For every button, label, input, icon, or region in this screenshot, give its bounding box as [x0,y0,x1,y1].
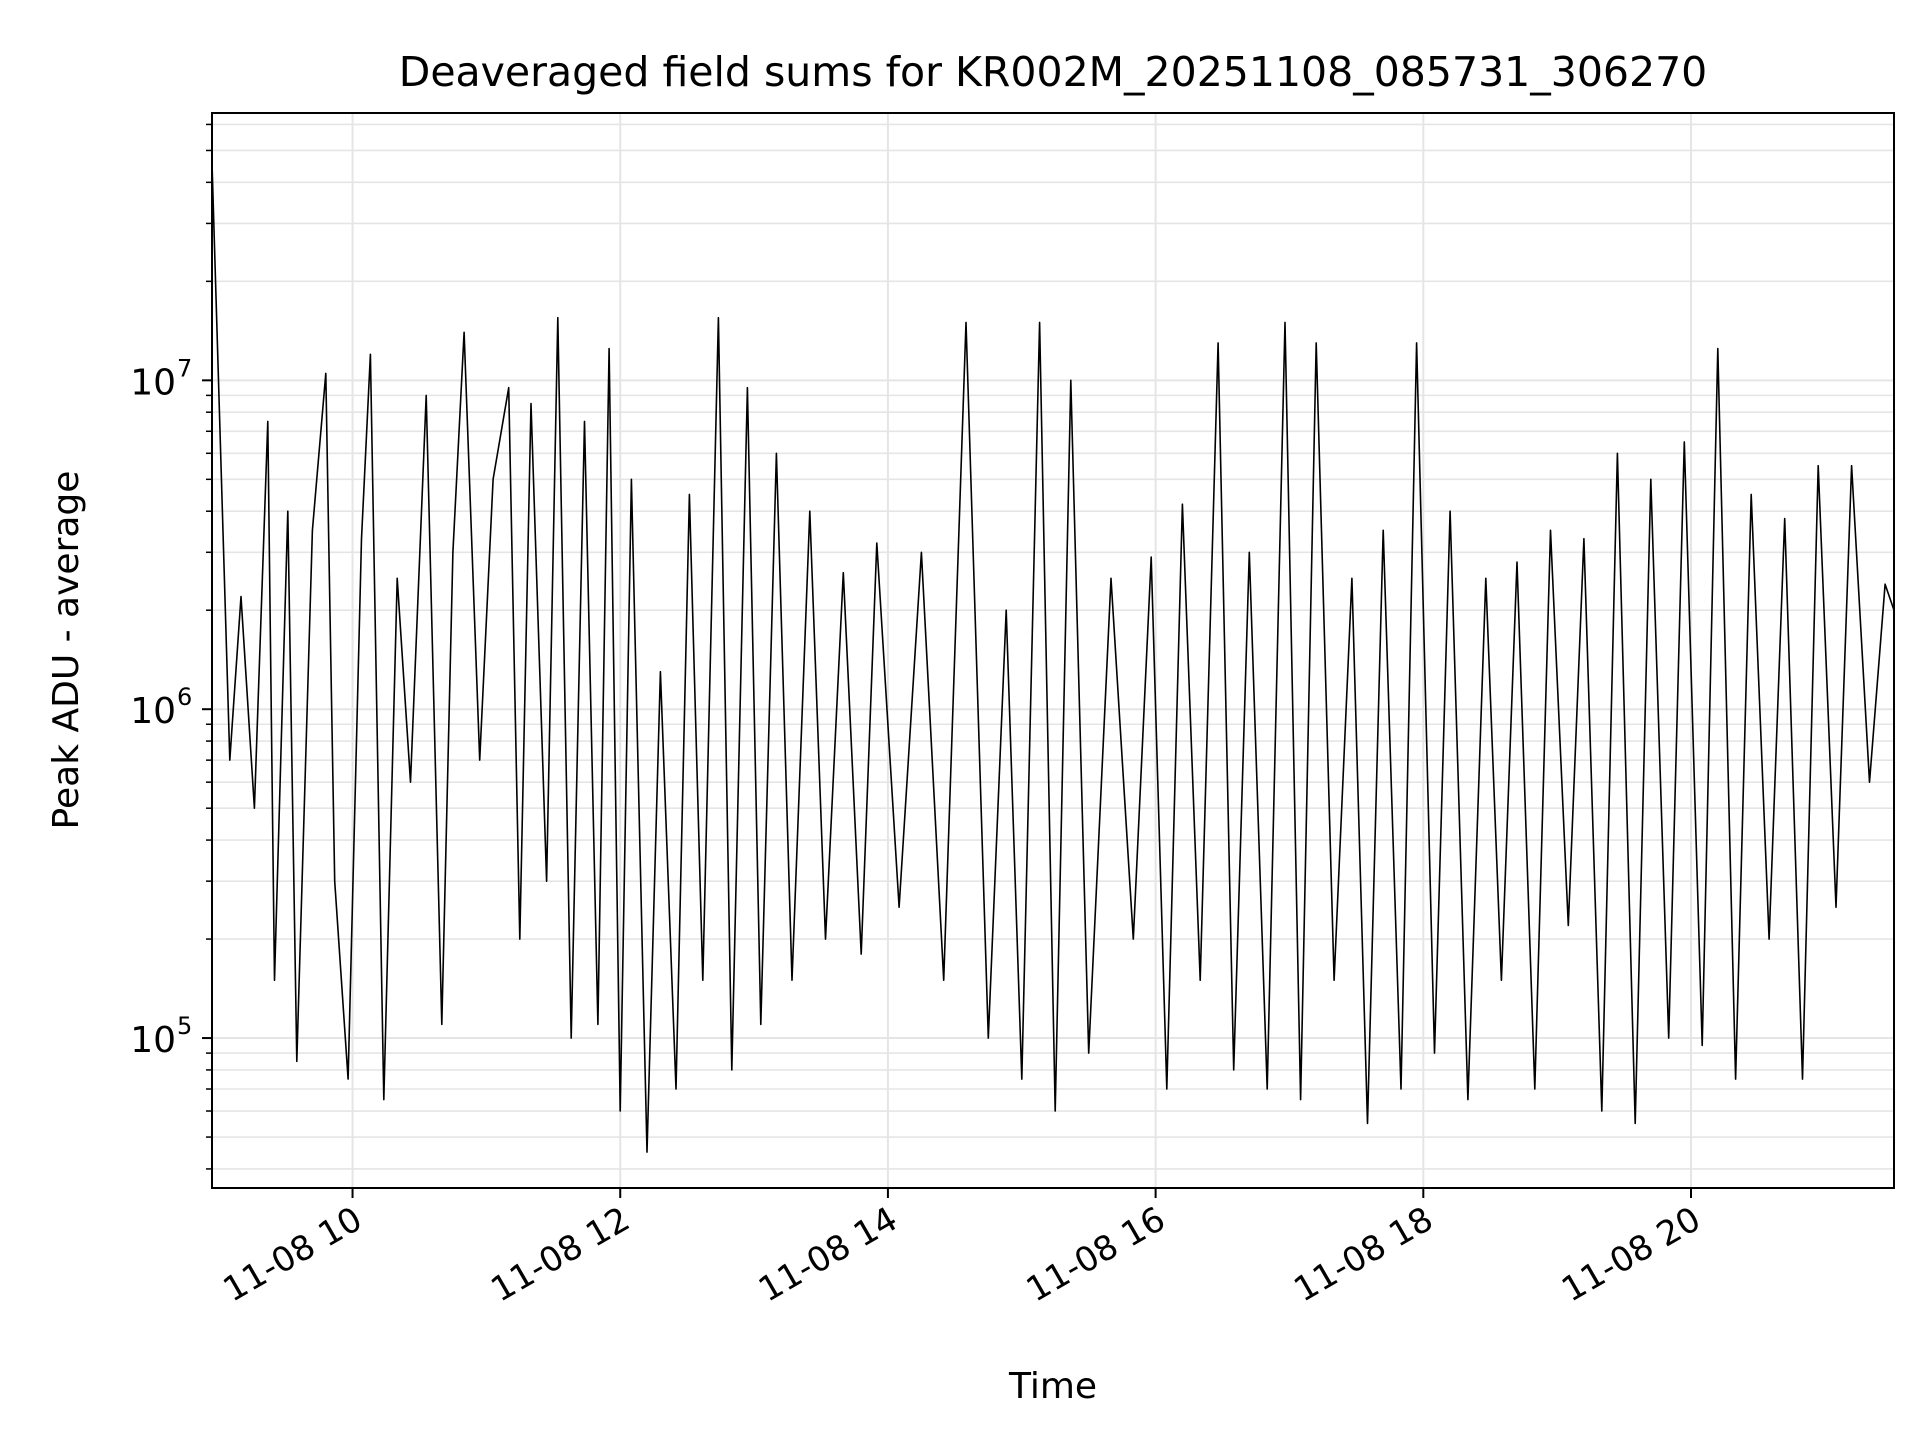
y-axis-label: Peak ADU - average [46,471,87,830]
chart-title: Deaveraged field sums for KR002M_2025110… [399,48,1708,96]
y-tick-exponent: 7 [177,354,192,382]
series-line [211,162,1895,1153]
y-tick-label: 10 [130,691,176,732]
y-tick-label: 10 [130,362,176,403]
x-axis-label: Time [1008,1366,1097,1407]
plot-frame [211,112,1895,1189]
y-tick-label: 10 [130,1020,176,1061]
y-tick-exponent: 5 [177,1012,192,1040]
y-tick-exponent: 6 [177,683,192,711]
series-layer [211,162,1895,1153]
grid [212,113,1894,1188]
